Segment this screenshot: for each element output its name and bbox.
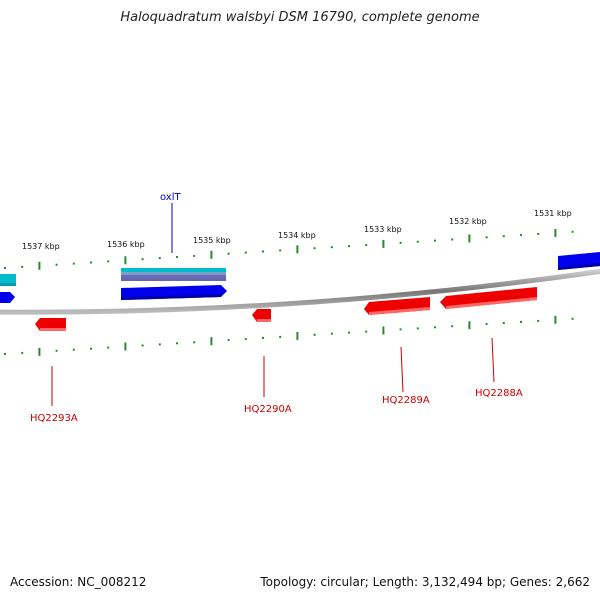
lower-tick-ring [4,315,574,356]
upper-tick-ring [4,228,574,270]
feature-cyan-left[interactable] [0,274,16,286]
tick-label-1534: 1534 kbp [278,231,316,240]
tick-label-1531: 1531 kbp [534,209,572,218]
tick-label-1533: 1533 kbp [364,225,402,234]
genome-backbone [0,268,600,315]
gene-label-hq2290a: HQ2290A [244,404,292,415]
gene-label-hq2288a: HQ2288A [475,388,523,399]
gene-oxlt-forward[interactable] [121,285,227,300]
tick-label-1537: 1537 kbp [22,242,60,251]
gene-hq2290a[interactable] [252,309,271,322]
genome-title: Haloquadratum walsbyi DSM 16790, complet… [120,10,480,25]
tick-label-1532: 1532 kbp [449,217,487,226]
tick-label-1535: 1535 kbp [193,236,231,245]
gene-label-oxlt: oxlT [160,192,182,203]
accession-label: Accession: NC_008212 [10,575,147,589]
genome-summary: Topology: circular; Length: 3,132,494 bp… [260,575,590,589]
tick-label-1536: 1536 kbp [107,240,145,249]
gene-hq2288a[interactable] [440,287,537,309]
gene-hq2289a[interactable] [364,297,430,315]
gene-label-hq2289a: HQ2289A [382,395,430,406]
gene-label-hq2293a: HQ2293A [30,413,78,424]
hq2288a-leader [491,337,495,383]
feature-blue-left-edge[interactable] [0,292,15,303]
feature-oxlt-rna-stack[interactable] [121,268,226,281]
gene-hq2293a[interactable] [35,318,66,331]
hq2289a-leader [400,346,404,393]
gene-forward-right-edge[interactable] [558,252,600,270]
